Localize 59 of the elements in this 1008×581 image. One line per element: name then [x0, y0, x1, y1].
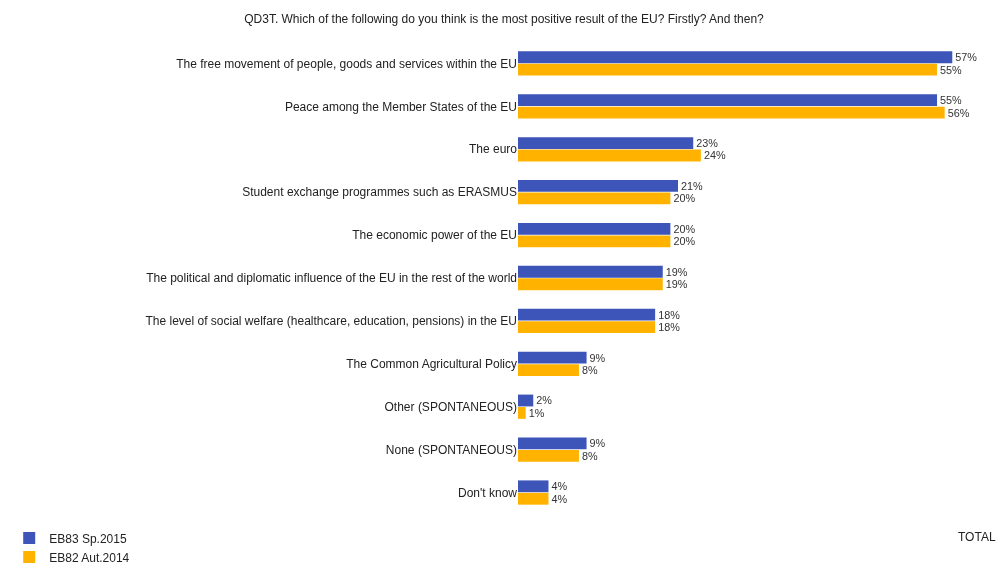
bar: [518, 437, 587, 450]
chart-title: QD3T. Which of the following do you think is the most positive result of the EU? Firstly? And then?: [244, 11, 765, 26]
bar: [518, 351, 587, 364]
data-label: 20%: [673, 235, 696, 248]
bar: [518, 192, 671, 205]
data-label: 8%: [581, 363, 598, 376]
data-label: 9%: [589, 437, 606, 450]
bar: [518, 394, 534, 407]
y-tick-label: None (SPONTANEOUS): [385, 442, 517, 457]
bar: [518, 265, 663, 278]
data-label: 18%: [658, 321, 681, 334]
bar: [518, 63, 938, 76]
data-label: 19%: [665, 265, 688, 278]
y-tick-label: The economic power of the EU: [352, 228, 517, 243]
data-label: 9%: [589, 351, 606, 364]
bar: [518, 480, 549, 493]
bar: [518, 492, 549, 505]
bar: [518, 51, 953, 64]
data-label: 55%: [940, 63, 963, 76]
legend-label: EB82 Aut.2014: [49, 550, 130, 565]
bar: [518, 235, 671, 248]
y-tick-label: Peace among the Member States of the EU: [284, 99, 517, 114]
bar: [518, 449, 579, 462]
y-tick-label: The level of social welfare (healthcare, education, pensions) in the EU: [145, 314, 517, 329]
data-label: 20%: [673, 192, 696, 205]
y-tick-label: Other (SPONTANEOUS): [384, 399, 517, 414]
data-label: 2%: [536, 394, 553, 407]
data-label: 55%: [940, 94, 963, 107]
data-label: 4%: [551, 480, 568, 493]
data-label: 24%: [703, 149, 726, 162]
bar: [518, 407, 526, 419]
y-tick-label: The euro: [468, 142, 518, 157]
data-label: 1%: [528, 406, 545, 419]
y-tick-label: The Common Agricultural Policy: [346, 357, 517, 372]
text: TOTAL: [958, 530, 996, 544]
bar: [518, 321, 656, 334]
bar: [518, 308, 656, 321]
data-label: 21%: [681, 179, 704, 192]
bar: [518, 278, 663, 291]
bar: [518, 180, 678, 192]
data-label: 19%: [665, 278, 688, 291]
data-label: 23%: [696, 136, 719, 149]
data-label: 56%: [947, 106, 970, 119]
data-label: 8%: [581, 449, 598, 462]
y-tick-label: The political and diplomatic influence of the EU in the rest of the world: [146, 271, 517, 286]
y-tick-label: Don't know: [458, 485, 518, 500]
y-tick-label: The free movement of people, goods and services within the EU: [176, 56, 517, 71]
bar: [518, 137, 694, 149]
y-tick-label: Student exchange programmes such as ERASMUS: [242, 185, 517, 200]
bar: [518, 364, 579, 376]
data-label: 20%: [673, 222, 696, 235]
legend-label: EB83 Sp.2015: [49, 531, 127, 546]
bar: [518, 222, 671, 235]
data-label: 57%: [955, 51, 978, 64]
bar: [518, 149, 701, 162]
data-label: 4%: [551, 492, 568, 505]
bar: [518, 94, 938, 107]
bar: [518, 106, 945, 119]
data-label: 18%: [658, 308, 681, 321]
